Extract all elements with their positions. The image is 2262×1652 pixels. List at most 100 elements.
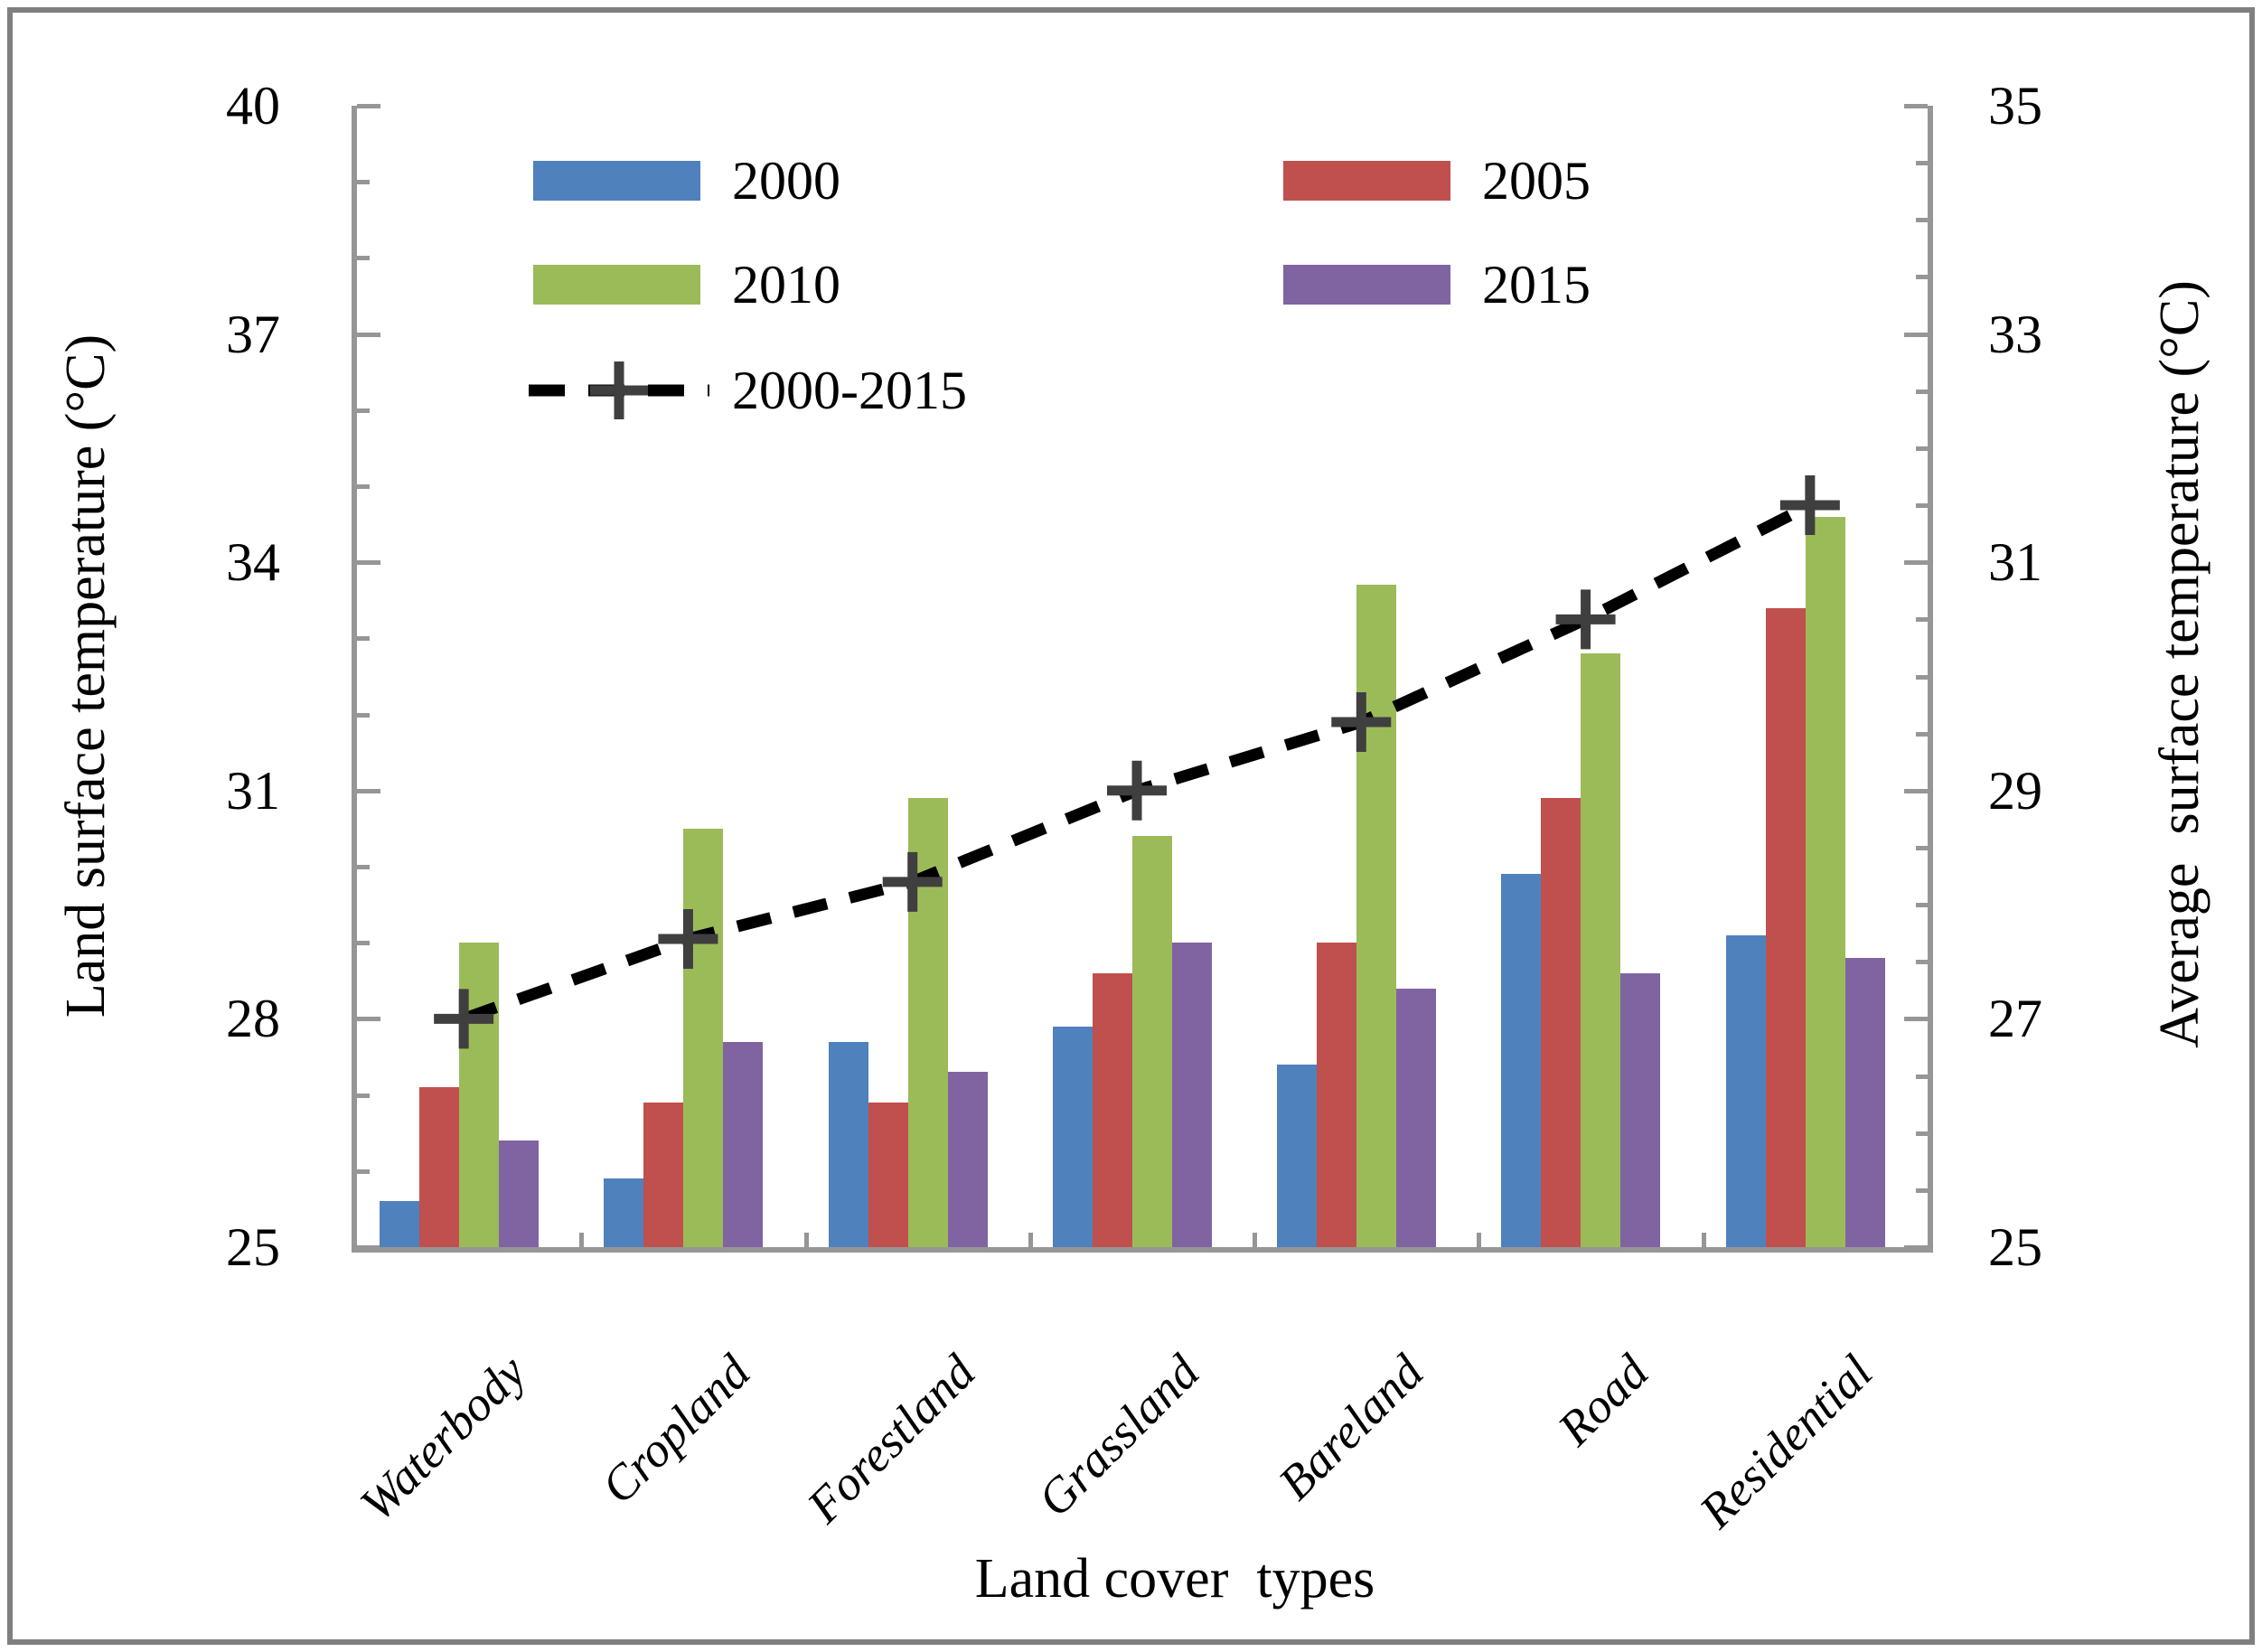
legend-label-2015: 2015 — [1482, 255, 1591, 314]
right-axis-tick — [1916, 617, 1928, 623]
left-axis-title: Land surface temperature (°C) — [55, 333, 117, 1018]
right-axis-tick — [1904, 1017, 1928, 1022]
right-axis-tick — [1916, 1074, 1928, 1079]
right-axis-title: Average surface temperature (°C) — [2149, 280, 2210, 1048]
plus-marker-road — [1555, 589, 1616, 650]
left-axis-tick — [357, 560, 380, 566]
left-axis-tick-label: 28 — [226, 989, 280, 1049]
right-axis-tick — [1916, 218, 1928, 223]
legend-label-2010: 2010 — [732, 255, 840, 314]
right-axis-tick — [1904, 560, 1928, 566]
left-axis-tick — [357, 1017, 380, 1022]
left-axis-tick — [357, 865, 370, 869]
bar-2015-cropland — [723, 1041, 764, 1247]
right-axis-tick — [1916, 1131, 1928, 1136]
left-axis-tick-label: 31 — [226, 760, 280, 821]
x-axis-tick — [1028, 1233, 1033, 1247]
plus-marker-waterbody — [434, 989, 494, 1049]
x-axis-tick — [1477, 1233, 1482, 1247]
average-line-layer — [434, 475, 1840, 1049]
bar-2010-residential — [1805, 516, 1845, 1247]
plus-marker-cropland — [658, 908, 718, 969]
left-axis-tick — [357, 332, 380, 337]
right-axis-tick — [1916, 731, 1928, 737]
right-axis-tick — [1916, 960, 1928, 965]
bar-2015-forestland — [947, 1072, 988, 1247]
left-axis-tick — [357, 712, 370, 718]
bar-2010-cropland — [683, 828, 724, 1247]
right-axis-tick — [1916, 674, 1928, 680]
left-axis-tick — [357, 788, 380, 793]
left-axis-tick — [357, 636, 370, 642]
bar-2015-road — [1620, 972, 1661, 1247]
left-axis-tick — [357, 180, 370, 185]
right-axis-tick-label: 33 — [1988, 304, 2042, 364]
left-axis-tick — [357, 484, 370, 489]
plot-area — [352, 104, 1933, 1253]
bar-2015-grassland — [1171, 943, 1212, 1247]
x-axis-tick — [803, 1233, 809, 1247]
legend-swatch-2000 — [533, 161, 700, 201]
right-axis-tick — [1904, 1245, 1928, 1250]
right-axis-tick — [1916, 845, 1928, 850]
plus-marker-residential — [1779, 475, 1840, 536]
legend-label-2005: 2005 — [1482, 151, 1591, 211]
right-axis-tick — [1916, 903, 1928, 908]
legend-swatch-2015 — [1283, 265, 1450, 305]
left-axis-tick-label: 40 — [226, 76, 280, 136]
right-axis-tick-label: 35 — [1988, 76, 2042, 136]
right-axis-tick — [1916, 503, 1928, 509]
bar-2000-residential — [1725, 934, 1766, 1247]
x-axis-tick — [579, 1233, 585, 1247]
left-axis-tick — [357, 408, 370, 413]
left-axis-tick — [357, 256, 370, 261]
left-axis-tick-label: 25 — [226, 1217, 280, 1277]
left-axis-tick-label: 37 — [226, 304, 280, 364]
plus-marker-bareland — [1331, 692, 1392, 753]
right-axis-tick — [1916, 161, 1928, 166]
x-axis-tick — [1701, 1233, 1706, 1247]
bar-2000-road — [1501, 874, 1542, 1247]
legend-dashed-line-sample — [529, 361, 709, 419]
bar-2000-forestland — [828, 1041, 868, 1247]
bar-2005-cropland — [643, 1103, 684, 1247]
left-axis-tick — [357, 1093, 370, 1098]
bar-2005-bareland — [1317, 943, 1357, 1247]
x-axis-title: Land cover types — [974, 1548, 1375, 1610]
right-axis-tick — [1916, 446, 1928, 451]
right-axis-tick-label: 31 — [1988, 532, 2042, 593]
plus-marker-forestland — [882, 851, 943, 912]
bar-2005-waterbody — [419, 1087, 459, 1247]
right-axis-tick — [1916, 1187, 1928, 1193]
bar-2015-waterbody — [499, 1140, 539, 1247]
bar-2015-residential — [1844, 958, 1885, 1247]
bar-2005-grassland — [1092, 972, 1132, 1247]
right-axis-tick-label: 25 — [1988, 1217, 2042, 1277]
plus-marker-grassland — [1107, 760, 1167, 821]
left-axis-tick — [357, 1169, 370, 1174]
bar-2005-residential — [1765, 607, 1806, 1247]
bar-2000-bareland — [1277, 1064, 1318, 1247]
bar-series-layer — [357, 106, 1922, 1247]
legend-swatch-2010 — [533, 265, 700, 305]
legend-label-2000: 2000 — [732, 151, 840, 211]
right-axis-tick-label: 27 — [1988, 989, 2042, 1049]
legend-label-2000-2015: 2000-2015 — [732, 361, 967, 420]
left-axis-tick — [357, 104, 380, 108]
bar-2000-waterbody — [380, 1201, 419, 1247]
right-axis-tick — [1904, 788, 1928, 793]
bar-2000-cropland — [604, 1178, 644, 1247]
bar-2005-road — [1541, 798, 1582, 1247]
x-axis-tick — [1253, 1233, 1258, 1247]
bar-2010-road — [1581, 653, 1621, 1247]
right-axis-tick-label: 29 — [1988, 760, 2042, 821]
left-axis-tick — [357, 1245, 380, 1250]
left-axis-tick-label: 34 — [226, 532, 280, 593]
bar-2010-grassland — [1131, 836, 1172, 1247]
right-axis-tick — [1904, 104, 1928, 108]
right-axis-tick — [1916, 275, 1928, 280]
left-axis-tick — [357, 941, 370, 946]
right-axis-tick — [1904, 332, 1928, 337]
legend-swatch-2005 — [1283, 161, 1450, 201]
bar-2015-bareland — [1396, 988, 1437, 1247]
